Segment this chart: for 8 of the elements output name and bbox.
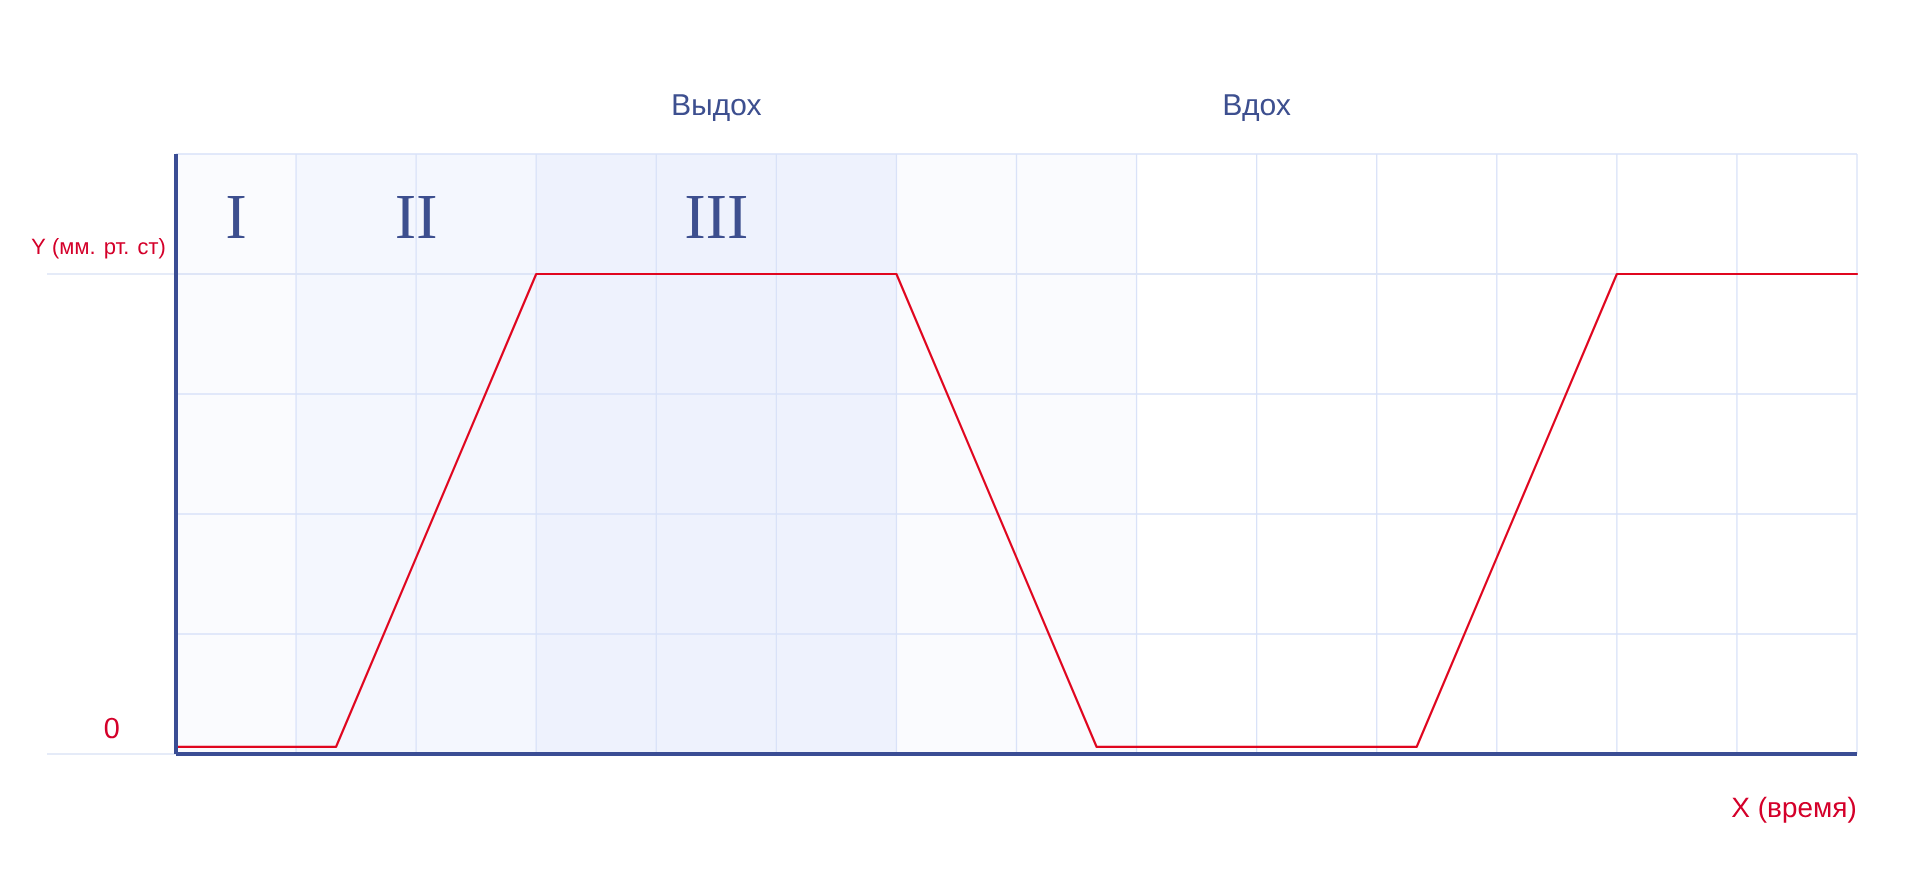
x-axis-title: X (время) bbox=[1731, 796, 1856, 823]
text: II bbox=[397, 196, 436, 238]
text: Вдох bbox=[1224, 94, 1291, 121]
y-axis-title: Y (мм. рт. ст) bbox=[31, 238, 165, 259]
text: I bbox=[227, 196, 245, 238]
text: III bbox=[686, 196, 747, 238]
text: Выдох bbox=[673, 94, 762, 121]
ref-line-label: 0 bbox=[104, 717, 119, 739]
